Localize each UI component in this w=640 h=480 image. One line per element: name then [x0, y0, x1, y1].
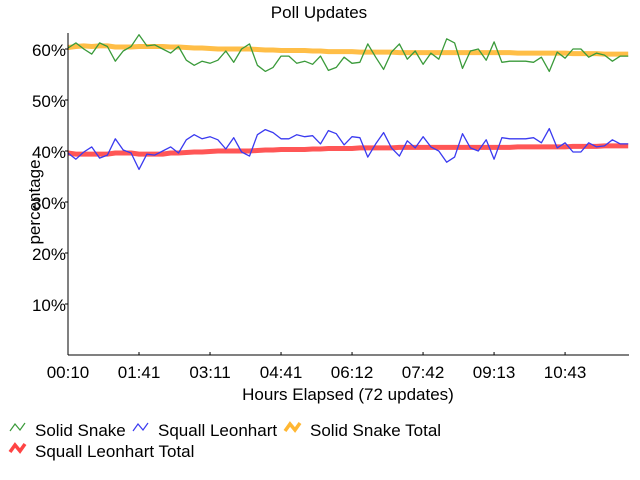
- series-line-solid-snake: [67, 34, 629, 73]
- legend-label: Squall Leonhart: [158, 421, 277, 440]
- x-tick-label: 03:11: [189, 363, 230, 382]
- legend-swatch-icon: [9, 422, 26, 432]
- legend-label: Solid Snake Total: [310, 421, 441, 440]
- y-tick-label: 60%: [32, 41, 66, 60]
- legend-swatch-icon: [132, 422, 149, 432]
- series-line-squall-leonhart: [67, 127, 629, 171]
- legend: Solid Snake Squall Leonhart Solid Snake To…: [8, 421, 441, 461]
- legend-swatch-icon: [8, 442, 27, 454]
- legend-label: Solid Snake: [35, 421, 126, 440]
- plot-area: [67, 34, 629, 171]
- y-tick-label: 20%: [32, 245, 66, 264]
- y-tick-label: 30%: [32, 194, 66, 213]
- x-tick-label: 04:41: [260, 363, 303, 382]
- series-line-squall-leonhart-total: [67, 143, 629, 157]
- x-tick-label: 09:13: [473, 363, 516, 382]
- legend-label: Squall Leonhart Total: [35, 442, 194, 461]
- x-axis-label: Hours Elapsed (72 updates): [242, 385, 454, 404]
- y-ticks: 10% 20% 30% 40% 50% 60%: [32, 41, 68, 315]
- y-tick-label: 40%: [32, 143, 66, 162]
- x-tick-label: 00:10: [47, 363, 90, 382]
- x-tick-label: 01:41: [118, 363, 161, 382]
- x-tick-label: 06:12: [331, 363, 374, 382]
- x-ticks: 00:10 01:41 03:11 04:41 06:12 07:42 09:13 10:43: [47, 352, 587, 382]
- x-tick-label: 10:43: [544, 363, 587, 382]
- y-tick-label: 50%: [32, 92, 66, 111]
- series-line-solid-snake-total: [67, 43, 629, 57]
- chart-title: Poll Updates: [271, 3, 367, 22]
- legend-swatch-icon: [283, 421, 302, 433]
- y-axis-label: percentage: [25, 159, 44, 244]
- y-tick-label: 10%: [32, 296, 66, 315]
- x-tick-label: 07:42: [402, 363, 445, 382]
